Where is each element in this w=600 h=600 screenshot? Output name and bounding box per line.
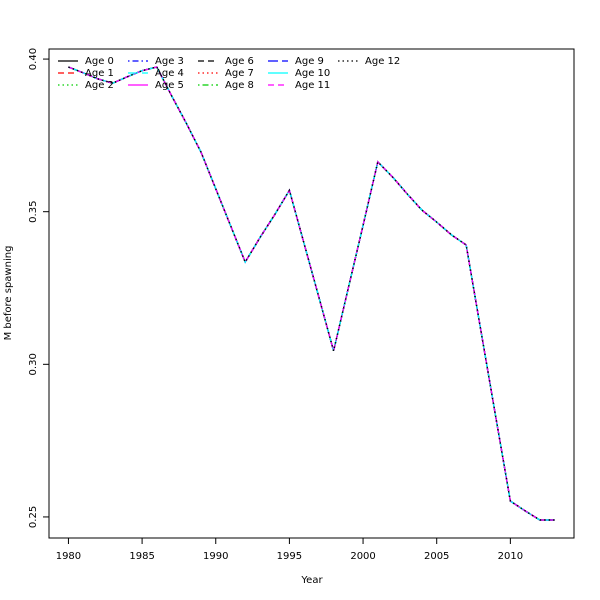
plot-frame bbox=[48, 48, 575, 539]
series-line bbox=[68, 66, 555, 521]
series-line bbox=[68, 66, 555, 521]
x-tick-label: 1995 bbox=[277, 551, 302, 562]
legend-label: Age 5 bbox=[155, 80, 184, 91]
x-tick-label: 2000 bbox=[350, 551, 375, 562]
y-tick-label: 0.25 bbox=[28, 506, 39, 528]
x-tick-label: 2010 bbox=[498, 551, 523, 562]
series-line bbox=[68, 66, 555, 521]
series-line bbox=[68, 66, 555, 521]
y-tick-label: 0.40 bbox=[28, 48, 39, 70]
x-axis-label: Year bbox=[300, 575, 323, 586]
x-tick-label: 1985 bbox=[129, 551, 154, 562]
legend-label: Age 0 bbox=[85, 56, 114, 67]
series-line bbox=[68, 66, 555, 521]
legend-label: Age 3 bbox=[155, 56, 184, 67]
y-axis-label: M before spawning bbox=[3, 246, 14, 341]
legend-label: Age 8 bbox=[225, 80, 254, 91]
legend-label: Age 4 bbox=[155, 68, 184, 79]
legend-label: Age 6 bbox=[225, 56, 254, 67]
x-tick-label: 1980 bbox=[56, 551, 81, 562]
series-line bbox=[68, 66, 555, 521]
x-tick-label: 1990 bbox=[203, 551, 228, 562]
legend-label: Age 10 bbox=[295, 68, 330, 79]
y-tick-label: 0.30 bbox=[28, 353, 39, 375]
legend-label: Age 11 bbox=[295, 80, 330, 91]
series-line bbox=[68, 66, 555, 521]
series-line bbox=[68, 66, 555, 521]
series-line bbox=[68, 66, 555, 521]
series-line bbox=[68, 66, 555, 521]
series-line bbox=[68, 66, 555, 521]
legend-label: Age 1 bbox=[85, 68, 114, 79]
legend-label: Age 12 bbox=[365, 56, 400, 67]
x-tick-label: 2005 bbox=[424, 551, 449, 562]
legend-label: Age 9 bbox=[295, 56, 324, 67]
y-tick-label: 0.35 bbox=[28, 201, 39, 223]
series-line bbox=[68, 66, 555, 521]
legend-label: Age 7 bbox=[225, 68, 254, 79]
series-line bbox=[68, 66, 555, 521]
legend-label: Age 2 bbox=[85, 80, 114, 91]
